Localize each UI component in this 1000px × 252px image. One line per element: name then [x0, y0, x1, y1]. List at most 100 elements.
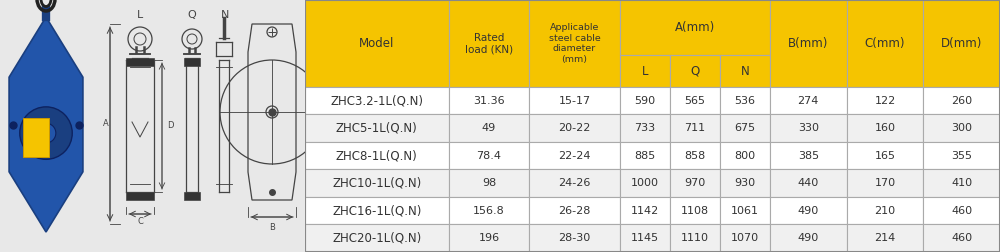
Bar — [529, 169, 620, 197]
Bar — [670, 142, 720, 169]
Text: ZHC8-1L(Q.N): ZHC8-1L(Q.N) — [336, 149, 418, 162]
Text: 1070: 1070 — [731, 233, 759, 243]
Bar — [529, 114, 620, 142]
Text: 1145: 1145 — [631, 233, 659, 243]
Bar — [529, 0, 620, 87]
Text: 800: 800 — [734, 151, 755, 161]
Bar — [305, 0, 449, 87]
Text: Q: Q — [690, 65, 700, 78]
Bar — [126, 192, 154, 200]
Bar — [923, 87, 1000, 114]
Text: B(mm): B(mm) — [788, 37, 828, 50]
Text: 1108: 1108 — [681, 206, 709, 216]
Bar — [847, 114, 923, 142]
Bar — [923, 142, 1000, 169]
Polygon shape — [9, 17, 83, 232]
Text: 1061: 1061 — [731, 206, 759, 216]
Bar — [670, 55, 720, 87]
Text: 440: 440 — [798, 178, 819, 188]
Text: 885: 885 — [634, 151, 655, 161]
Text: 565: 565 — [684, 96, 705, 106]
Text: 196: 196 — [478, 233, 500, 243]
Text: 20-22: 20-22 — [558, 123, 591, 133]
Bar — [847, 225, 923, 252]
Bar — [770, 114, 847, 142]
Text: Rated
load (KN): Rated load (KN) — [465, 33, 513, 54]
Text: ZHC10-1L(Q.N): ZHC10-1L(Q.N) — [332, 177, 421, 190]
Bar — [847, 197, 923, 225]
Bar — [620, 55, 670, 87]
Bar — [620, 169, 670, 197]
Text: 930: 930 — [734, 178, 755, 188]
Bar — [670, 169, 720, 197]
Text: 536: 536 — [734, 96, 755, 106]
Bar — [449, 0, 529, 87]
Text: 490: 490 — [798, 206, 819, 216]
Bar — [847, 142, 923, 169]
Bar — [305, 142, 449, 169]
Bar — [23, 118, 49, 157]
Bar — [670, 87, 720, 114]
Bar — [449, 169, 529, 197]
Bar — [923, 0, 1000, 87]
Bar — [720, 225, 770, 252]
Text: ZHC5-1L(Q.N): ZHC5-1L(Q.N) — [336, 122, 418, 135]
Text: N: N — [221, 10, 229, 20]
Text: Q: Q — [188, 10, 196, 20]
Bar — [305, 169, 449, 197]
Text: 24-26: 24-26 — [558, 178, 591, 188]
Text: 733: 733 — [634, 123, 655, 133]
Bar — [184, 58, 200, 66]
Circle shape — [20, 107, 72, 159]
Text: L: L — [642, 65, 648, 78]
Bar — [620, 0, 770, 55]
Bar — [620, 114, 670, 142]
Text: 355: 355 — [951, 151, 972, 161]
Text: 160: 160 — [874, 123, 895, 133]
Bar — [720, 55, 770, 87]
Bar — [770, 0, 847, 87]
Bar — [770, 142, 847, 169]
Bar — [449, 87, 529, 114]
Bar — [847, 0, 923, 87]
Text: 490: 490 — [798, 233, 819, 243]
Bar — [770, 87, 847, 114]
Bar — [529, 142, 620, 169]
Circle shape — [36, 123, 56, 143]
Text: 1142: 1142 — [631, 206, 659, 216]
Bar — [305, 225, 449, 252]
Text: 49: 49 — [482, 123, 496, 133]
Text: 260: 260 — [951, 96, 972, 106]
Text: A: A — [103, 119, 109, 129]
Text: 98: 98 — [482, 178, 496, 188]
Bar — [670, 197, 720, 225]
Bar — [620, 225, 670, 252]
Text: ZHC20-1L(Q.N): ZHC20-1L(Q.N) — [332, 232, 421, 245]
Text: 214: 214 — [874, 233, 896, 243]
Bar — [923, 225, 1000, 252]
Bar — [305, 114, 449, 142]
Text: 22-24: 22-24 — [558, 151, 591, 161]
Text: L: L — [137, 10, 143, 20]
Text: 156.8: 156.8 — [473, 206, 505, 216]
Text: D: D — [167, 121, 174, 131]
Text: A(mm): A(mm) — [675, 21, 715, 34]
Text: 78.4: 78.4 — [477, 151, 502, 161]
Text: 1000: 1000 — [631, 178, 659, 188]
Text: 410: 410 — [951, 178, 972, 188]
Text: 385: 385 — [798, 151, 819, 161]
Bar — [720, 87, 770, 114]
Bar — [449, 197, 529, 225]
Bar — [529, 87, 620, 114]
Bar — [770, 169, 847, 197]
Bar — [449, 142, 529, 169]
Text: C(mm): C(mm) — [865, 37, 905, 50]
Text: 460: 460 — [951, 206, 972, 216]
Bar — [620, 87, 670, 114]
Bar — [720, 169, 770, 197]
Text: 970: 970 — [684, 178, 706, 188]
Bar — [529, 197, 620, 225]
Text: 330: 330 — [798, 123, 819, 133]
Text: 300: 300 — [951, 123, 972, 133]
Text: 122: 122 — [874, 96, 896, 106]
